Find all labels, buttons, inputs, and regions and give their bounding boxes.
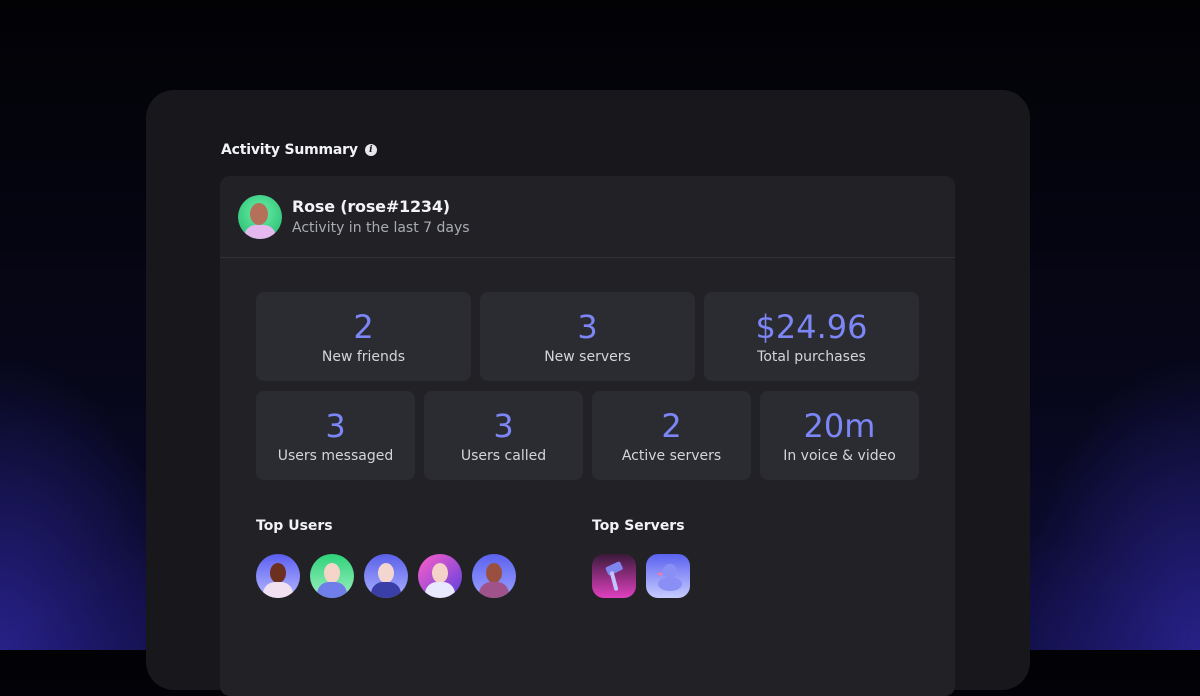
stat-active-servers: 2 Active servers <box>592 391 751 480</box>
stat-label: New friends <box>321 348 406 365</box>
stat-value: $24.96 <box>755 307 868 346</box>
stat-label: In voice & video <box>783 447 896 464</box>
top-user-avatar[interactable] <box>418 554 462 598</box>
top-user-avatar[interactable] <box>364 554 408 598</box>
stat-label: Users messaged <box>277 447 394 464</box>
stat-value: 2 <box>661 406 682 445</box>
stat-value: 3 <box>325 406 346 445</box>
top-servers-title: Top Servers <box>592 518 685 534</box>
stat-new-friends: 2 New friends <box>256 292 471 381</box>
user-subtitle: Activity in the last 7 days <box>292 220 470 236</box>
stat-total-purchases: $24.96 Total purchases <box>704 292 919 381</box>
stat-label: New servers <box>544 348 631 365</box>
top-user-avatar[interactable] <box>256 554 300 598</box>
stat-users-messaged: 3 Users messaged <box>256 391 415 480</box>
stat-value: 20m <box>803 406 876 445</box>
hammer-icon[interactable] <box>592 554 636 598</box>
stat-value: 3 <box>577 307 598 346</box>
stat-label: Total purchases <box>757 348 866 365</box>
stat-value: 2 <box>353 307 374 346</box>
top-user-avatar[interactable] <box>472 554 516 598</box>
stat-new-servers: 3 New servers <box>480 292 695 381</box>
section-title: Activity Summary i <box>221 142 377 158</box>
stat-label: Users called <box>460 447 547 464</box>
user-header: Rose (rose#1234) Activity in the last 7 … <box>220 176 955 258</box>
top-user-avatar[interactable] <box>310 554 354 598</box>
stat-users-called: 3 Users called <box>424 391 583 480</box>
top-users-title: Top Users <box>256 518 333 534</box>
avatar[interactable] <box>238 194 282 239</box>
activity-card: Rose (rose#1234) Activity in the last 7 … <box>220 176 955 696</box>
top-servers-list <box>592 554 690 598</box>
activity-panel: Activity Summary i Rose (rose#1234) Acti… <box>146 90 1030 696</box>
stats-grid: 2 New friends 3 New servers $24.96 Total pu… <box>256 292 919 490</box>
info-icon[interactable]: i <box>364 144 377 156</box>
stat-voice-video: 20m In voice & video <box>760 391 919 480</box>
user-name: Rose (rose#1234) <box>292 197 450 216</box>
stat-label: Active servers <box>621 447 722 464</box>
top-users-list <box>256 554 516 598</box>
stat-value: 3 <box>493 406 514 445</box>
section-title-text: Activity Summary <box>221 142 358 158</box>
duck-icon[interactable] <box>646 554 690 598</box>
